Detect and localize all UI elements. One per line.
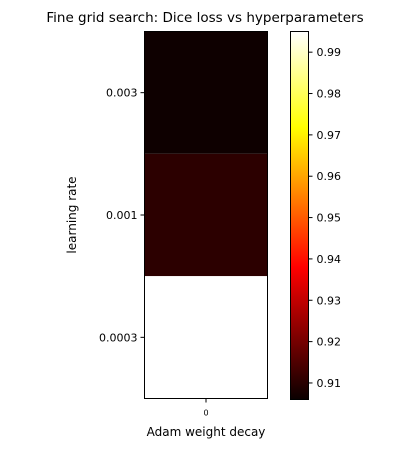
colorbar-tick-label: 0.95: [317, 212, 342, 225]
colorbar-tick-label: 0.96: [317, 170, 342, 183]
colorbar-tick-label: 0.93: [317, 294, 342, 307]
heatmap-cell: [144, 276, 268, 399]
colorbar-tick-label: 0.94: [317, 253, 342, 266]
colorbar-ticks: 0.91 0.92 0.93 0.94 0.95 0.96 0.97 0.98 0.99: [308, 46, 342, 390]
y-axis-label: learning rate: [65, 176, 79, 253]
colorbar-tick-label: 0.91: [317, 377, 342, 390]
colorbar: [290, 31, 309, 400]
colorbar-tick-label: 0.92: [317, 336, 342, 349]
x-tick-label: 0: [203, 409, 208, 418]
x-axis-ticks: 0: [203, 398, 209, 418]
y-tick-label: 0.001: [106, 209, 138, 222]
colorbar-tick-label: 0.97: [317, 129, 342, 142]
chart-title: Fine grid search: Dice loss vs hyperpara…: [46, 10, 363, 26]
colorbar-tick-label: 0.98: [317, 88, 342, 101]
y-tick-label: 0.0003: [99, 331, 138, 344]
colorbar-tick-label: 0.99: [317, 46, 342, 59]
y-tick-label: 0.003: [106, 87, 138, 100]
heatmap-cell: [144, 31, 268, 154]
x-axis-label: Adam weight decay: [147, 425, 266, 439]
heatmap-cell: [144, 153, 268, 277]
y-axis-ticks: 0.003 0.001 0.0003: [99, 87, 145, 344]
heatmap-cells: [144, 31, 268, 399]
